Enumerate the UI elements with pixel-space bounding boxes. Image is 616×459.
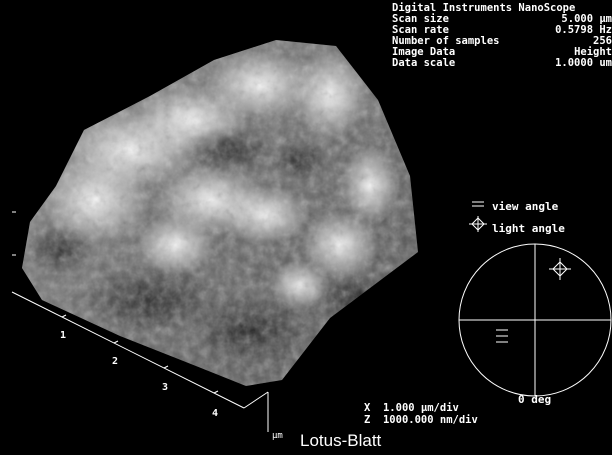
scale-info: X 1.000 µm/div Z 1000.000 nm/div <box>364 402 478 426</box>
scale-x-prefix: X <box>364 402 371 414</box>
param-label: Scan size <box>392 13 449 25</box>
param-value: 5.000 µm <box>561 13 612 25</box>
y-axis-line <box>243 391 269 409</box>
x-tick-label: 4 <box>212 408 219 419</box>
plot-axes <box>11 211 269 432</box>
surface-texture <box>22 40 418 386</box>
param-value: 0.5798 Hz <box>555 24 612 36</box>
image-caption: Lotus-Blatt <box>300 431 382 450</box>
instrument-title: Digital Instruments NanoScope <box>392 2 576 14</box>
x-tick-label: 3 <box>162 382 169 393</box>
scale-row-z: Z 1000.000 nm/div <box>364 414 478 426</box>
param-value: 1.0000 um <box>555 57 612 69</box>
view-angle-marker-icon <box>496 329 508 343</box>
param-row-image-data: Image Data Height <box>392 47 612 58</box>
legend-light-angle: light angle <box>468 216 565 235</box>
param-value: 256 <box>593 35 612 47</box>
scan-parameters: Digital Instruments NanoScope Scan size … <box>392 3 612 69</box>
x-tick-label: 2 <box>112 356 119 367</box>
scale-row-x: X 1.000 µm/div <box>364 402 478 414</box>
param-label: Data scale <box>392 57 456 69</box>
param-value: Height <box>574 46 612 58</box>
param-row-scan-rate: Scan rate 0.5798 Hz <box>392 25 612 36</box>
dial-angle-label: 0 deg <box>518 393 552 406</box>
legend-view-angle: view angle <box>468 200 558 213</box>
diamond-crosshair-icon <box>468 216 488 235</box>
x-tick-label: 1 <box>60 330 67 341</box>
light-angle-label: light angle <box>492 222 565 235</box>
frame-border-bottom <box>0 455 616 459</box>
scale-z-value: 1000.000 nm/div <box>382 414 478 426</box>
x-axis-line <box>11 291 245 409</box>
param-row-scan-size: Scan size 5.000 µm <box>392 14 612 25</box>
axis-unit-label: µm <box>272 431 283 441</box>
param-row-data-scale: Data scale 1.0000 um <box>392 58 612 69</box>
param-row-samples: Number of samples 256 <box>392 36 612 47</box>
view-angle-label: view angle <box>492 200 559 213</box>
orientation-dial <box>458 243 612 397</box>
scale-x-value: 1.000 µm/div <box>382 402 459 414</box>
param-label: Image Data <box>392 46 456 58</box>
param-label: Number of samples <box>392 35 500 47</box>
light-angle-marker-icon <box>549 258 571 280</box>
dash-marker-icon <box>468 200 488 213</box>
param-label: Scan rate <box>392 24 449 36</box>
frame-border-right <box>612 0 616 459</box>
scale-z-prefix: Z <box>364 414 371 426</box>
